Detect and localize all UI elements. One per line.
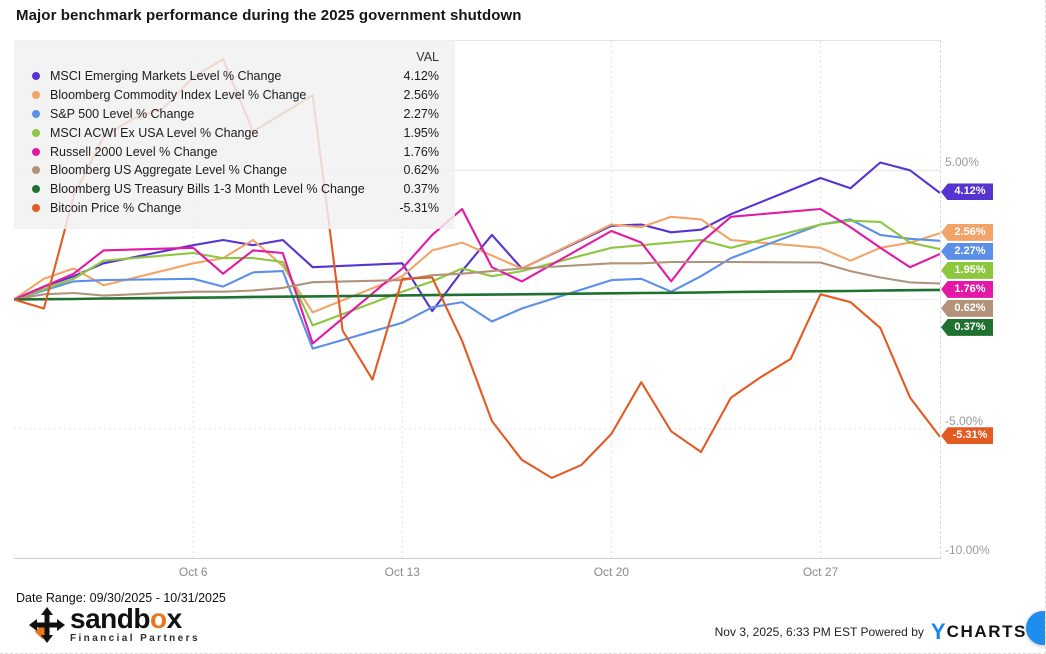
timestamp: Nov 3, 2025, 6:33 PM EST Powered by bbox=[714, 625, 924, 639]
legend-dot-icon bbox=[32, 109, 40, 118]
ycharts-logo-y: Y bbox=[930, 619, 946, 644]
legend-series-name: Bloomberg Commodity Index Level % Change bbox=[50, 88, 307, 103]
legend-series-name: Bloomberg US Aggregate Level % Change bbox=[50, 163, 287, 178]
series-line-6 bbox=[14, 288, 940, 301]
legend: VAL MSCI Emerging Markets Level % Change… bbox=[14, 40, 455, 230]
legend-dot-icon bbox=[32, 91, 40, 100]
legend-item[interactable]: Bitcoin Price % Change -5.31% bbox=[28, 199, 439, 218]
x-axis-label: Oct 13 bbox=[384, 565, 420, 579]
legend-item[interactable]: MSCI ACWI Ex USA Level % Change 1.95% bbox=[28, 123, 439, 142]
legend-item[interactable]: Bloomberg US Aggregate Level % Change 0.6… bbox=[28, 161, 439, 180]
move-arrows-icon bbox=[28, 606, 66, 651]
page-title: Major benchmark performance during the 2… bbox=[16, 7, 522, 24]
value-badge: 4.12% bbox=[941, 183, 993, 201]
value-badge: 1.95% bbox=[941, 261, 993, 279]
chat-widget-button[interactable] bbox=[1026, 611, 1045, 645]
x-axis-label: Oct 27 bbox=[802, 565, 839, 579]
legend-series-value: 1.76% bbox=[403, 144, 439, 159]
legend-item[interactable]: Russell 2000 Level % Change 1.76% bbox=[28, 142, 439, 161]
legend-series-name: Russell 2000 Level % Change bbox=[50, 144, 218, 159]
sandbox-tagline: Financial Partners bbox=[70, 633, 200, 644]
series-line-5 bbox=[14, 260, 940, 301]
powered-by: Nov 3, 2025, 6:33 PM EST Powered by Y CH… bbox=[714, 619, 1027, 644]
legend-series-value: -5.31% bbox=[399, 200, 439, 215]
legend-dot-icon bbox=[32, 147, 40, 156]
y-axis-label: 5.00% bbox=[945, 155, 980, 170]
legend-series-name: MSCI Emerging Markets Level % Change bbox=[50, 69, 282, 84]
sandbox-logo: sandbox Financial Partners bbox=[28, 603, 200, 651]
legend-series-name: S&P 500 Level % Change bbox=[50, 106, 195, 121]
legend-series-value: 0.37% bbox=[403, 182, 439, 197]
legend-item[interactable]: Bloomberg Commodity Index Level % Change… bbox=[28, 86, 439, 105]
value-badge: 0.37% bbox=[941, 318, 993, 336]
legend-series-value: 1.95% bbox=[403, 125, 439, 140]
x-axis-label: Oct 20 bbox=[593, 565, 630, 579]
legend-dot-icon bbox=[32, 128, 40, 137]
y-axis-label: -10.00% bbox=[945, 543, 990, 557]
value-badge: 1.76% bbox=[941, 280, 993, 298]
ycharts-logo-text: CHARTS bbox=[946, 622, 1027, 641]
legend-item[interactable]: MSCI Emerging Markets Level % Change 4.12… bbox=[28, 67, 439, 86]
value-badge: 0.62% bbox=[941, 299, 993, 317]
x-axis-label: Oct 6 bbox=[178, 565, 208, 579]
sandbox-wordmark: sandbox bbox=[70, 603, 182, 634]
legend-series-name: MSCI ACWI Ex USA Level % Change bbox=[50, 125, 259, 140]
legend-series-value: 2.56% bbox=[403, 88, 439, 103]
legend-dot-icon bbox=[32, 166, 40, 175]
legend-series-value: 2.27% bbox=[403, 106, 439, 121]
value-badge: 2.56% bbox=[941, 223, 993, 241]
legend-item[interactable]: S&P 500 Level % Change 2.27% bbox=[28, 105, 439, 124]
legend-dot-icon bbox=[32, 185, 40, 194]
series-line-4 bbox=[14, 207, 940, 345]
value-badge: -5.31% bbox=[941, 427, 993, 445]
value-badge: 2.27% bbox=[941, 242, 993, 260]
legend-series-value: 4.12% bbox=[403, 69, 439, 84]
legend-val-header: VAL bbox=[416, 50, 439, 64]
legend-dot-icon bbox=[32, 203, 40, 212]
legend-dot-icon bbox=[32, 72, 40, 81]
series-line-1 bbox=[14, 215, 940, 314]
date-range-label: Date Range: 09/30/2025 - 10/31/2025 bbox=[16, 591, 226, 605]
legend-series-name: Bitcoin Price % Change bbox=[50, 200, 182, 215]
y-axis-label: -5.00% bbox=[945, 413, 984, 428]
legend-series-name: Bloomberg US Treasury Bills 1-3 Month Le… bbox=[50, 182, 365, 197]
legend-series-value: 0.62% bbox=[403, 163, 439, 178]
legend-item[interactable]: Bloomberg US Treasury Bills 1-3 Month Le… bbox=[28, 180, 439, 199]
